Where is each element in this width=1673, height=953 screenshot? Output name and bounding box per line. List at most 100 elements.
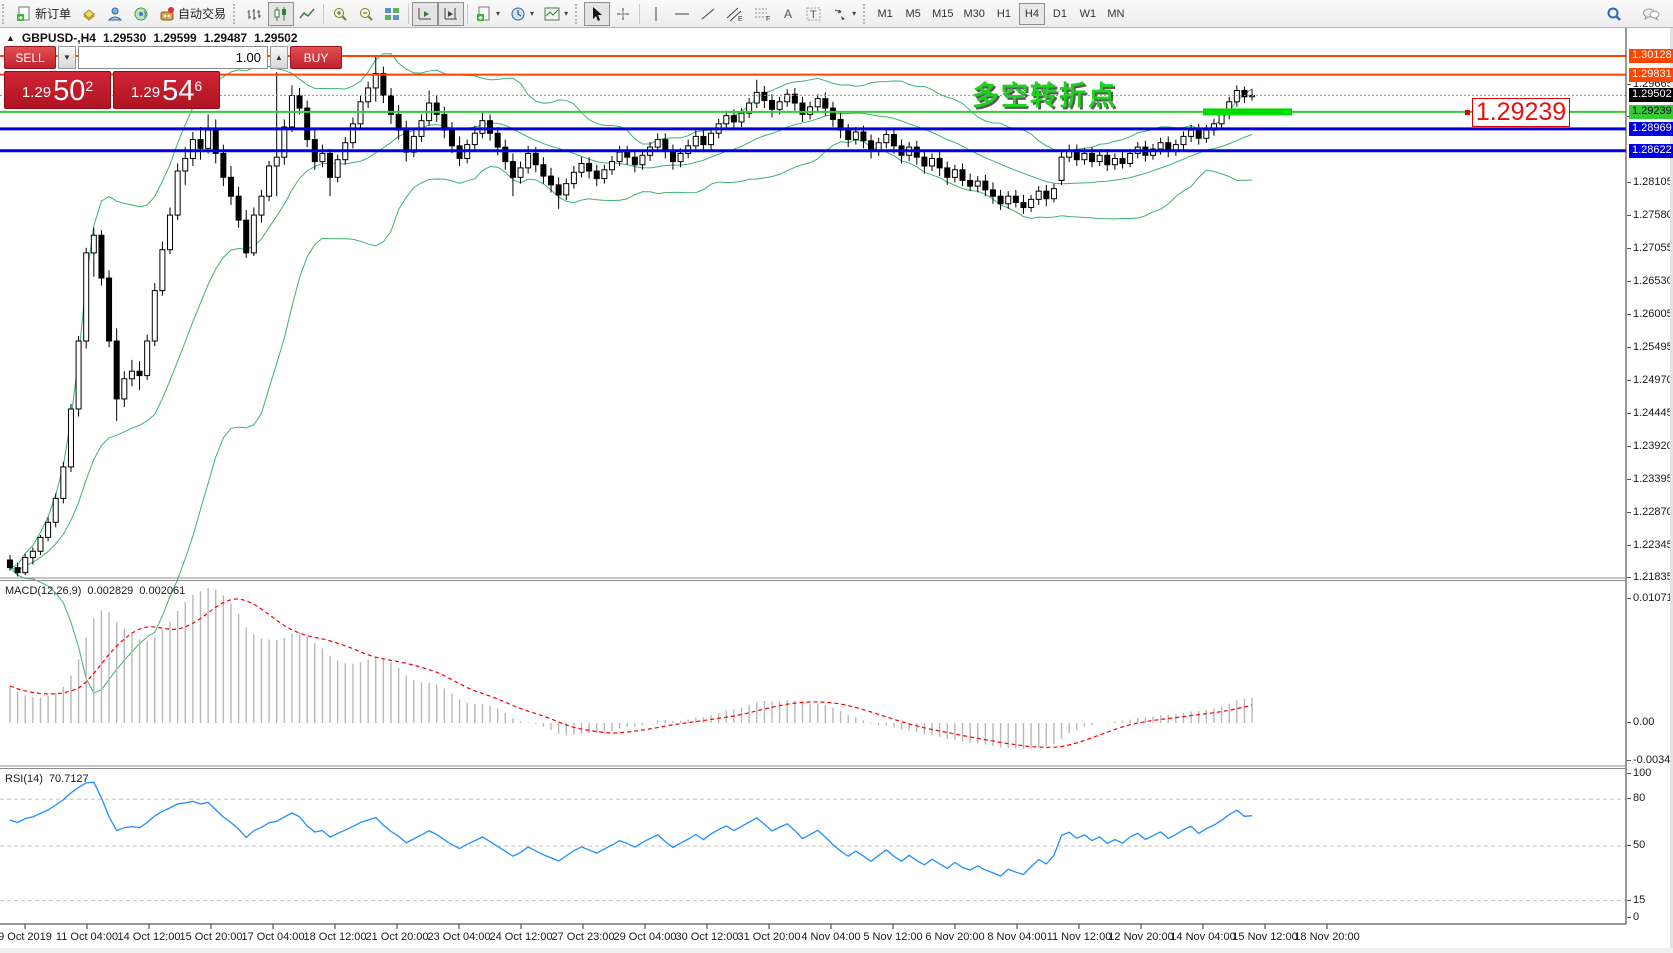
dropdown-caret-icon: ▾: [530, 9, 535, 18]
indicators-button[interactable]: ▾: [471, 2, 505, 26]
axis-tick-label: 1.24970: [1627, 374, 1673, 387]
bottom-strip: [0, 948, 1673, 953]
axis-tick-label: 1.22345: [1627, 539, 1673, 552]
line-chart-icon: [299, 8, 315, 18]
line-chart-button[interactable]: [294, 2, 320, 26]
zoom-in-button[interactable]: [327, 2, 353, 26]
buy-price-main: 1.29: [130, 84, 161, 101]
toolbar-separator: [467, 3, 469, 24]
rsi-name: RSI(14): [5, 773, 43, 785]
toolbar-separator: [639, 3, 641, 24]
buy-button[interactable]: BUY: [290, 46, 342, 69]
time-tick-label: 31 Oct 20:00: [737, 931, 801, 943]
volume-decrease-button[interactable]: ▼: [58, 46, 76, 69]
time-tick-label: 5 Nov 12:00: [863, 931, 923, 943]
axis-tick-label: 0: [1627, 911, 1639, 924]
dropdown-caret-icon: ▾: [496, 9, 501, 18]
cursor-icon: [593, 6, 603, 21]
candlestick-chart-icon: [274, 6, 287, 21]
fibonacci-button[interactable]: F: [749, 2, 777, 26]
sell-price-point: 2: [85, 78, 94, 94]
price-axis[interactable]: 1.296651.291551.281051.275801.270551.265…: [1627, 28, 1673, 948]
volume-increase-button[interactable]: ▲: [270, 46, 288, 69]
chart-shift-button[interactable]: [438, 1, 465, 26]
arrows-button[interactable]: ▾: [827, 2, 861, 26]
axis-tick-label: 100: [1627, 767, 1651, 780]
svg-text:E: E: [738, 16, 743, 22]
profile-button[interactable]: [102, 2, 128, 26]
toolbar-drag-handle[interactable]: [233, 3, 240, 24]
horizontal-line-button[interactable]: [669, 2, 695, 26]
axis-tick-label: 1.23920: [1627, 440, 1673, 453]
ohlc-close: 1.29502: [254, 31, 298, 45]
signal-button[interactable]: [128, 2, 154, 26]
candlestick-chart-button[interactable]: [268, 1, 295, 26]
timeframe-button-m30[interactable]: M30: [960, 3, 989, 25]
time-tick-label: 4 Nov 04:00: [801, 931, 861, 943]
axis-tick-label: 1.28105: [1627, 176, 1673, 189]
toolbar-drag-handle[interactable]: [575, 3, 582, 24]
text-label-button[interactable]: T: [801, 2, 827, 26]
buy-price-point: 6: [194, 78, 203, 94]
sell-button[interactable]: SELL: [4, 46, 56, 69]
volume-input[interactable]: [78, 46, 268, 69]
toolbox-button[interactable]: [76, 2, 102, 26]
crosshair-button[interactable]: [610, 2, 636, 26]
vertical-line-button[interactable]: [643, 2, 669, 26]
time-axis[interactable]: 9 Oct 2019 11 Oct 04:00 14 Oct 12:00 15 Oct…: [0, 924, 1627, 948]
svg-text:A: A: [784, 7, 792, 21]
cursor-button[interactable]: [584, 1, 611, 26]
axis-tick-label: 15: [1627, 894, 1645, 907]
toolbar-drag-handle[interactable]: [863, 3, 870, 24]
zoom-out-button[interactable]: [353, 2, 379, 26]
horizontal-line-icon: [675, 13, 690, 14]
equidistant-channel-icon: E: [726, 7, 743, 22]
toolbar-drag-handle[interactable]: [2, 3, 9, 24]
timeframe-button-mn[interactable]: MN: [1103, 3, 1129, 25]
timeframe-button-d1[interactable]: D1: [1047, 3, 1073, 25]
trendline-button[interactable]: [695, 2, 721, 26]
chat-button[interactable]: [1637, 2, 1665, 26]
buy-price-button[interactable]: 1.29 54 6: [113, 71, 220, 109]
time-tick-label: 15 Nov 12:00: [1232, 931, 1298, 943]
price-line-label: 1.29831: [1629, 68, 1673, 82]
sell-price-button[interactable]: 1.29 50 2: [4, 71, 111, 109]
macd-name: MACD(12,26,9): [5, 585, 82, 597]
new-order-button[interactable]: 新订单: [11, 2, 76, 26]
timeframe-button-w1[interactable]: W1: [1075, 3, 1101, 25]
templates-button[interactable]: ▾: [539, 2, 573, 26]
zoom-in-icon: [334, 7, 347, 21]
dropdown-caret-icon: ▾: [564, 9, 569, 18]
toolbar-separator: [408, 3, 410, 24]
sell-price-main: 1.29: [21, 84, 52, 101]
axis-tick-label: -0.00348: [1627, 754, 1673, 767]
search-button[interactable]: [1601, 2, 1627, 26]
price-line-label: 1.30128: [1629, 49, 1673, 63]
toolbar: 新订单 自动交易 ▾ ▾ ▾ E F A T ▾: [0, 0, 1673, 28]
collapse-arrow-icon[interactable]: ▲: [6, 33, 15, 43]
timeframe-button-m5[interactable]: M5: [900, 3, 926, 25]
auto-scroll-button[interactable]: [412, 1, 439, 26]
axis-tick-label: 1.27055: [1627, 242, 1673, 255]
timeframe-button-h1[interactable]: H1: [991, 3, 1017, 25]
chart-canvas[interactable]: [0, 28, 1627, 948]
text-button[interactable]: A: [777, 2, 801, 26]
bar-chart-button[interactable]: [242, 2, 268, 26]
equidistant-channel-button[interactable]: E: [721, 2, 749, 26]
macd-value-main: 0.002829: [87, 585, 134, 597]
time-tick-label: 9 Oct 2019: [0, 931, 52, 943]
indicators-icon: [477, 6, 490, 21]
timeframe-button-m15[interactable]: M15: [928, 3, 957, 25]
chart-shift-icon: [444, 7, 458, 19]
timeframe-button-m1[interactable]: M1: [872, 3, 898, 25]
periods-button[interactable]: ▾: [505, 2, 539, 26]
buy-price-pips: 54: [162, 75, 195, 107]
autotrading-button[interactable]: 自动交易: [154, 2, 231, 26]
timeframe-button-h4[interactable]: H4: [1018, 2, 1045, 25]
axis-tick-label: 50: [1627, 839, 1645, 852]
axis-tick-label: 1.24445: [1627, 407, 1673, 420]
text-icon: A: [784, 7, 792, 21]
tile-windows-button[interactable]: [379, 2, 405, 26]
